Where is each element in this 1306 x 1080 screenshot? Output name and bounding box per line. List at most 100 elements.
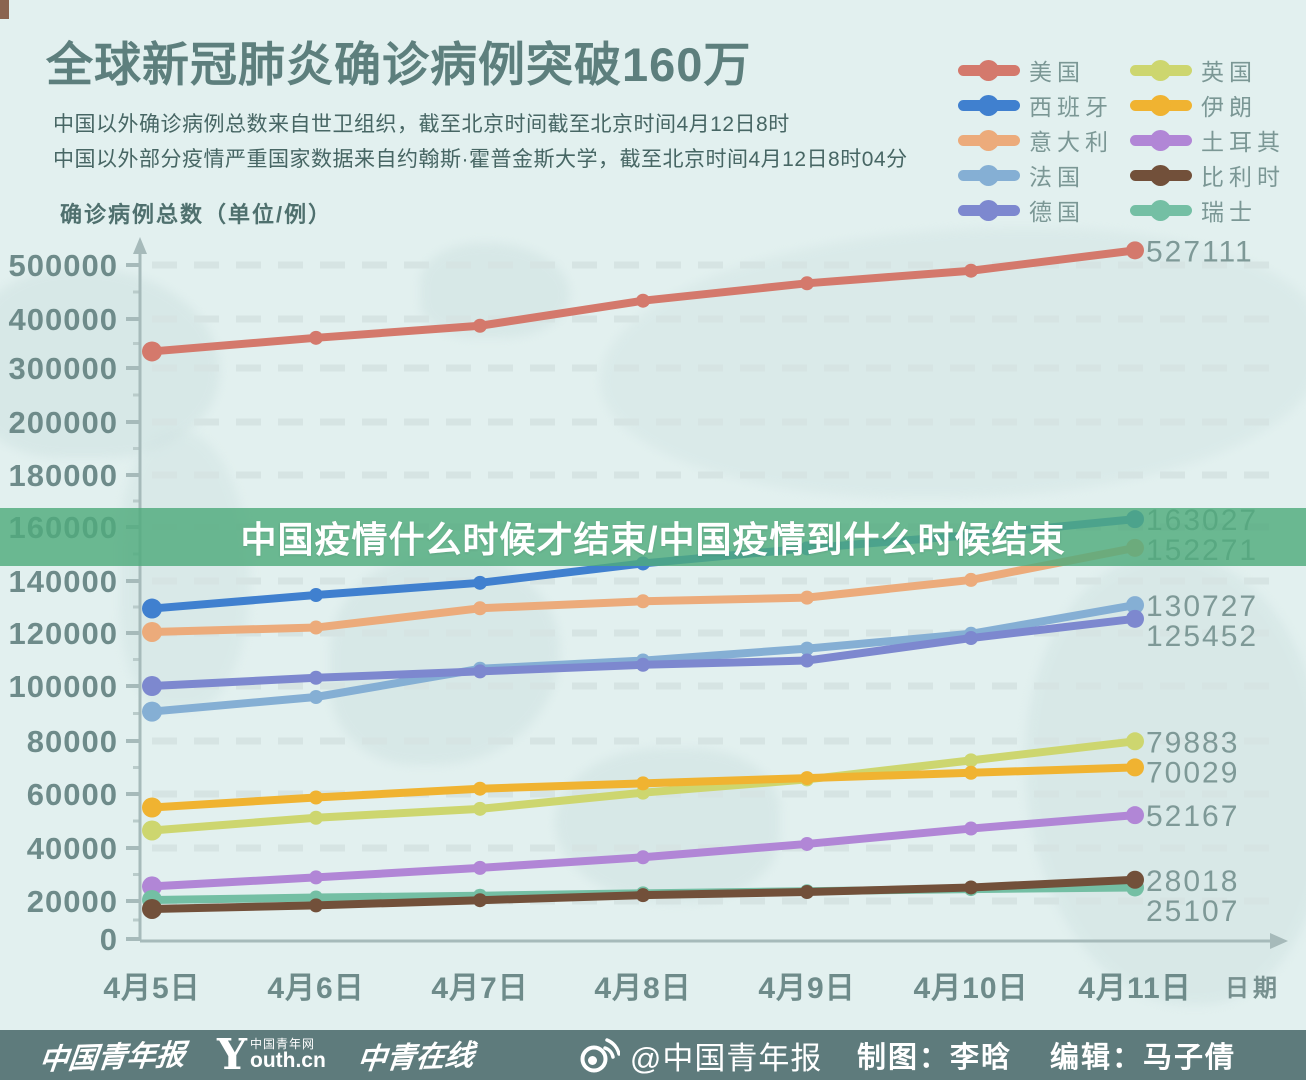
credit-designer: 制图：李晗 — [856, 1042, 1012, 1074]
end-value-label: 79883 — [1146, 726, 1239, 759]
legend-label: 意大利 — [1029, 129, 1113, 155]
legend-swatch-dot — [1150, 59, 1171, 81]
y-tick-label: 40000 — [27, 831, 118, 866]
legend-label: 土耳其 — [1201, 129, 1285, 155]
logo-zhongqing-online: 中青在线 — [355, 1037, 476, 1077]
y-tick-label: 500000 — [9, 248, 118, 283]
weibo-icon — [580, 1038, 620, 1073]
overlay-banner-text: 中国疫情什么时候才结束/中国疫情到什么时候结束 — [240, 519, 1066, 560]
legend-swatch-dot — [978, 94, 999, 116]
y-tick-label: 300000 — [9, 351, 118, 386]
weibo-account: @中国青年报 — [578, 1033, 822, 1078]
legend-label: 伊朗 — [1201, 94, 1257, 120]
legend-item: 德国 — [958, 196, 1130, 225]
data-point — [964, 572, 978, 587]
data-point — [309, 898, 323, 913]
data-point — [309, 620, 323, 635]
legend-swatch-dot — [1150, 164, 1171, 186]
legend-label: 西班牙 — [1029, 94, 1113, 120]
end-value-label: 25107 — [1146, 895, 1239, 928]
x-tick-label: 4月10日 — [913, 972, 1028, 1005]
legend-swatch — [958, 164, 1020, 186]
legend-swatch-dot — [1150, 199, 1171, 221]
logo-youth-cn: Y 中国青年网 outh.cn — [217, 1030, 326, 1080]
data-point — [473, 601, 487, 616]
legend-swatch-dot — [978, 59, 999, 81]
footer-bar: 中国青年报 Y 中国青年网 outh.cn 中青在线 @中国青年报 制图：李晗 … — [0, 1030, 1306, 1080]
data-point — [1126, 806, 1144, 825]
data-point — [473, 801, 487, 816]
y-tick-label: 200000 — [9, 405, 118, 440]
data-point — [800, 641, 814, 656]
end-value-label: 52167 — [1146, 800, 1239, 833]
legend: 美国 英国 西班牙 伊朗 意大利 土耳其 法国 比利时 德国 瑞士 — [958, 56, 1306, 225]
data-point — [142, 898, 162, 919]
y-tick-label: 20000 — [27, 884, 118, 919]
legend-swatch — [1130, 129, 1192, 151]
logo-china-youth-daily: 中国青年报 — [37, 1037, 187, 1077]
youth-logo-main-text: outh.cn — [250, 1049, 326, 1073]
legend-swatch — [958, 199, 1020, 221]
x-tick-label: 4月9日 — [758, 972, 855, 1005]
legend-swatch — [958, 94, 1020, 116]
data-point — [800, 276, 814, 291]
data-point — [636, 776, 650, 791]
data-point — [964, 631, 978, 646]
legend-swatch — [958, 59, 1020, 81]
data-point — [1126, 870, 1144, 889]
legend-swatch-dot — [978, 164, 999, 186]
data-point — [964, 880, 978, 895]
youth-logo-top-text: 中国青年网 — [250, 1036, 316, 1051]
end-value-label: 125452 — [1146, 620, 1258, 653]
end-value-label: 28018 — [1146, 865, 1239, 898]
data-point — [142, 341, 162, 362]
data-point — [636, 594, 650, 609]
legend-swatch-dot — [1150, 94, 1171, 116]
legend-swatch-dot — [1150, 129, 1171, 151]
x-axis-arrow — [1270, 933, 1288, 949]
corner-artifact — [0, 0, 9, 19]
data-point — [800, 884, 814, 899]
y-tick-label: 400000 — [9, 302, 118, 337]
y-tick-label: 120000 — [9, 616, 118, 651]
data-point — [1126, 596, 1144, 615]
y-tick-label: 60000 — [27, 777, 118, 812]
y-tick-label: 0 — [100, 922, 118, 957]
data-point — [309, 690, 323, 704]
y-tick-label: 140000 — [9, 564, 118, 599]
end-value-label: 130727 — [1146, 590, 1258, 623]
data-point — [142, 621, 162, 642]
page-title: 全球新冠肺炎确诊病例突破160万 — [46, 38, 752, 91]
data-point — [473, 575, 487, 590]
legend-item: 西班牙 — [958, 91, 1130, 120]
x-tick-label: 4月8日 — [594, 972, 691, 1005]
legend-item: 意大利 — [958, 126, 1130, 155]
legend-swatch — [1130, 199, 1192, 221]
data-point — [636, 888, 650, 903]
data-point — [1126, 609, 1144, 628]
data-point — [800, 590, 814, 605]
data-point — [800, 836, 814, 851]
end-value-label: 527111 — [1146, 235, 1254, 268]
youth-logo-mark: Y — [217, 1030, 247, 1080]
data-point — [636, 293, 650, 308]
data-point — [800, 771, 814, 786]
legend-swatch — [1130, 59, 1192, 81]
end-value-label: 70029 — [1146, 756, 1239, 789]
data-point — [142, 797, 162, 818]
data-point — [309, 588, 323, 603]
y-axis-title: 确诊病例总数（单位/例） — [60, 202, 333, 227]
data-point — [309, 670, 323, 685]
data-point — [1126, 241, 1144, 260]
legend-label: 比利时 — [1201, 164, 1285, 190]
x-tick-label: 4月7日 — [431, 972, 528, 1005]
weibo-handle: @中国青年报 — [629, 1040, 823, 1076]
legend-item: 瑞士 — [1130, 196, 1306, 225]
data-point — [142, 701, 162, 722]
data-point — [309, 330, 323, 345]
subtitle-line1: 中国以外确诊病例总数来自世卫组织，截至北京时间截至北京时间4月12日8时 — [53, 113, 790, 136]
legend-label: 英国 — [1201, 59, 1257, 85]
legend-swatch-dot — [978, 199, 999, 221]
data-point — [473, 893, 487, 908]
